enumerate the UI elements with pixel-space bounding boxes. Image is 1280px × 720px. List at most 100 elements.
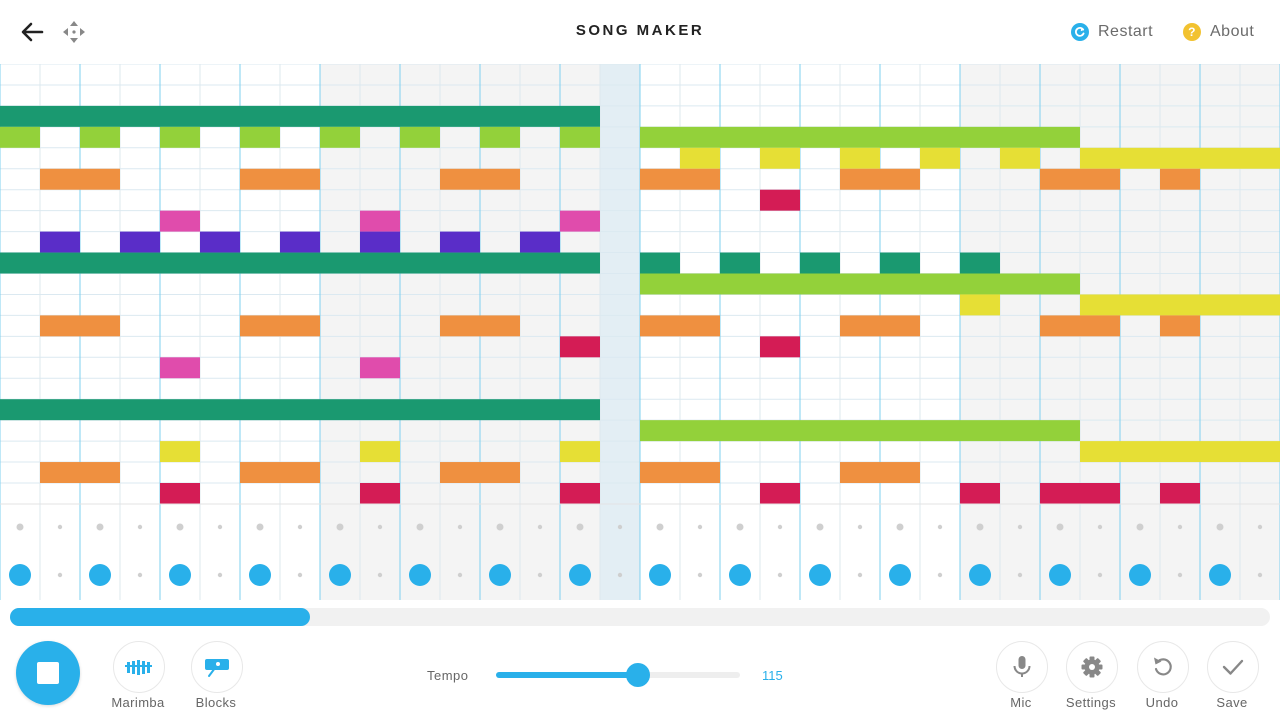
note-light-green <box>320 126 360 148</box>
note-crimson <box>760 189 800 211</box>
question-icon: ? <box>1183 23 1201 41</box>
back-button[interactable] <box>18 18 48 46</box>
note-purple <box>520 231 560 253</box>
snare-dot <box>537 524 543 530</box>
kick-dot <box>57 572 63 578</box>
snare-dot <box>697 524 703 530</box>
kick-dot <box>457 572 463 578</box>
note-light-green <box>400 126 440 148</box>
note-magenta <box>360 357 400 379</box>
settings-button[interactable] <box>1066 641 1118 693</box>
note-yellow <box>360 441 400 463</box>
move-button[interactable] <box>60 18 88 46</box>
kick-dot <box>1177 572 1183 578</box>
note-crimson <box>1160 483 1200 504</box>
snare-dot <box>576 523 584 531</box>
kick-dot <box>1097 572 1103 578</box>
note-orange <box>1040 315 1120 337</box>
kick-dot <box>537 572 543 578</box>
kick-beat <box>1049 564 1071 586</box>
note-orange <box>640 315 720 337</box>
note-crimson <box>760 483 800 504</box>
snare-dot <box>256 523 264 531</box>
note-magenta <box>360 210 400 232</box>
mic-button[interactable] <box>996 641 1048 693</box>
instrument-button[interactable] <box>113 641 165 693</box>
tempo-value: 115 <box>762 668 783 683</box>
restart-label: Restart <box>1098 23 1154 40</box>
snare-dot <box>297 524 303 530</box>
gear-icon <box>1081 656 1103 678</box>
note-light-green <box>560 126 600 148</box>
kick-dot <box>1017 572 1023 578</box>
note-purple <box>280 231 320 253</box>
snare-dot <box>137 524 143 530</box>
snare-dot <box>416 523 424 531</box>
snare-dot <box>1056 523 1064 531</box>
snare-dot <box>16 523 24 531</box>
snare-dot <box>217 524 223 530</box>
kick-beat <box>1209 564 1231 586</box>
note-orange <box>1160 168 1200 190</box>
note-yellow <box>680 147 720 169</box>
about-button[interactable]: ? About <box>1183 20 1254 44</box>
kick-beat <box>729 564 751 586</box>
restart-button[interactable]: Restart <box>1071 20 1153 44</box>
tempo-slider-thumb[interactable] <box>625 663 650 687</box>
snare-dot <box>656 523 664 531</box>
page-title: SONG MAKER <box>575 22 705 39</box>
marimba-icon <box>125 660 152 675</box>
kick-beat <box>1129 564 1151 586</box>
tempo-slider[interactable] <box>496 663 740 687</box>
settings-label: Settings <box>1065 695 1117 710</box>
note-orange <box>1040 168 1120 190</box>
note-purple <box>360 231 400 253</box>
note-yellow <box>1080 147 1280 169</box>
note-yellow <box>960 294 1000 316</box>
note-orange <box>840 462 920 483</box>
note-orange <box>1160 315 1200 337</box>
stop-button[interactable] <box>16 641 80 705</box>
note-yellow <box>1000 147 1040 169</box>
snare-dot <box>176 523 184 531</box>
snare-dot <box>617 524 623 530</box>
save-button[interactable] <box>1207 641 1259 693</box>
snare-dot <box>1216 523 1224 531</box>
kick-dot <box>217 572 223 578</box>
about-label: About <box>1210 23 1255 40</box>
kick-dot <box>617 572 623 578</box>
snare-dot <box>816 523 824 531</box>
snare-dot <box>1177 524 1183 530</box>
note-crimson <box>560 336 600 358</box>
note-crimson <box>560 483 600 504</box>
note-dark-green <box>960 252 1000 274</box>
snare-dot <box>457 524 463 530</box>
note-yellow <box>840 147 880 169</box>
undo-button[interactable] <box>1137 641 1189 693</box>
undo-label: Undo <box>1145 695 1179 710</box>
save-label: Save <box>1216 695 1248 710</box>
kick-beat <box>489 564 511 586</box>
percussion-label: Blocks <box>195 695 237 710</box>
note-orange <box>40 315 120 337</box>
note-purple <box>440 231 480 253</box>
tempo-slider-fill <box>496 672 638 678</box>
note-orange <box>40 462 120 483</box>
kick-dot <box>777 572 783 578</box>
progress-bar[interactable] <box>10 608 1270 626</box>
note-crimson <box>160 483 200 504</box>
bottom-toolbar: Marimba Blocks Tempo 115 Mic <box>0 628 1280 720</box>
kick-beat <box>409 564 431 586</box>
note-light-green <box>640 273 1080 295</box>
song-grid[interactable] <box>0 64 1280 600</box>
note-crimson <box>360 483 400 504</box>
note-dark-green <box>640 252 680 274</box>
note-dark-green <box>0 105 600 127</box>
note-light-green <box>0 126 40 148</box>
note-orange <box>840 315 920 337</box>
note-yellow <box>1080 441 1280 463</box>
kick-dot <box>297 572 303 578</box>
percussion-button[interactable] <box>191 641 243 693</box>
arrow-left-icon <box>21 22 44 42</box>
snare-dot <box>377 524 383 530</box>
